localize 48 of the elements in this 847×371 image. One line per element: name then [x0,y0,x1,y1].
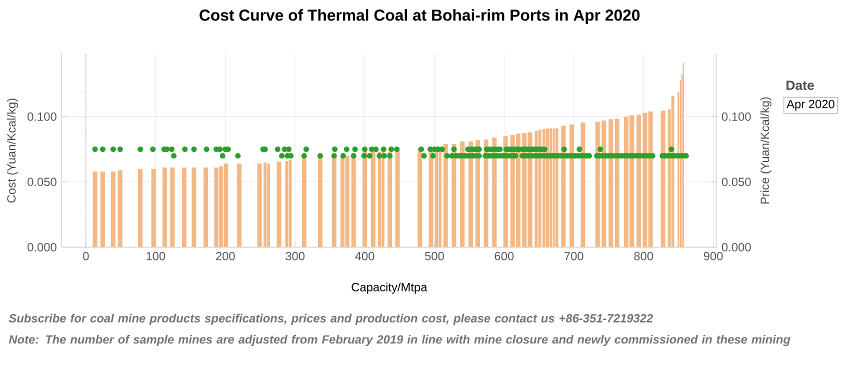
chart-title: Cost Curve of Thermal Coal at Bohai-rim Ports in Apr 2020 [200,9,640,24]
x-tick-label: 900 [704,252,723,260]
bar [118,170,122,248]
bar [285,160,288,248]
text: Apr 2020 [786,100,834,110]
bar [614,118,620,248]
y-tick-label: 0.100 [28,112,56,121]
y-tick-label: 0.000 [28,242,56,252]
bar [435,146,438,248]
bar [204,167,208,248]
bar [138,168,143,248]
y2-axis-title: Price (Yuan/Kcal/kg) [760,97,772,204]
bar [561,126,566,248]
text: Note: The number of sample mines are adjusted from February 2019 in line with mine closure and newly commissioned in these mining [8,334,790,346]
bar [276,162,282,248]
x-tick-label: 200 [216,252,235,260]
x-tick-label: 600 [494,252,514,260]
bar [182,167,187,248]
bar [570,124,574,248]
y-axis-title: Cost (Yuan/Kcal/kg) [6,98,18,202]
y2-tick-label: 0.100 [722,112,751,121]
y2-tick-label: 0.000 [722,242,751,252]
bar [503,136,508,248]
bar [378,152,381,248]
bar [484,139,488,248]
text: Date [786,80,814,90]
bar [162,167,167,248]
bar [549,128,552,248]
bar [151,168,156,248]
x-tick-label: 100 [146,252,166,260]
x-tick-label: 800 [634,252,654,260]
bar [443,144,448,248]
bar [110,171,116,248]
bar [660,110,666,248]
bar [418,148,422,248]
y-tick-label: 0.050 [28,178,56,186]
bar [460,141,465,248]
x-axis-title: Capacity/Mtpa [352,282,428,294]
x-tick-label: 300 [286,252,305,260]
x-tick-label: 0 [83,252,89,260]
x-tick-label: 500 [425,252,444,260]
x-tick-label: 400 [355,252,374,260]
x-tick-label: 700 [564,252,584,260]
text: Subscribe for coal mine products specifications, prices and production cost, please contact us +86-351-7219322 [8,314,654,325]
bar [237,163,242,248]
bar [92,171,98,248]
y2-tick-label: 0.050 [722,178,751,186]
bar [192,167,196,248]
